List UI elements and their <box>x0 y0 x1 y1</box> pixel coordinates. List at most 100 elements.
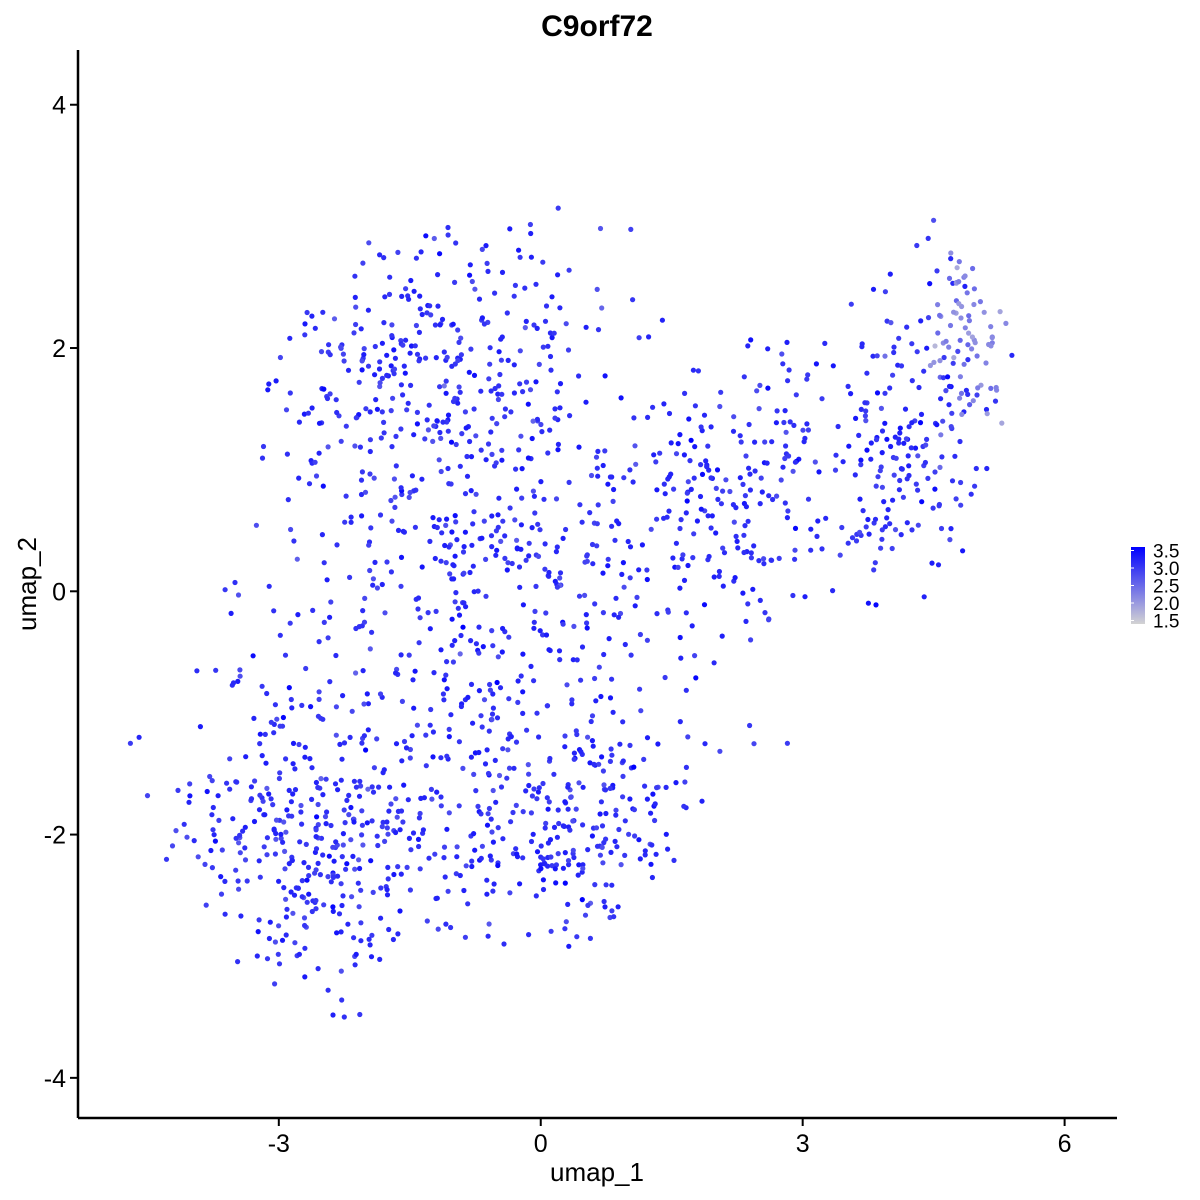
data-point <box>374 736 380 742</box>
data-point <box>291 892 298 898</box>
data-point <box>882 289 889 295</box>
data-point <box>445 224 451 231</box>
data-point <box>353 670 359 676</box>
data-point <box>958 479 964 486</box>
y-axis-label: umap_2 <box>12 537 42 631</box>
data-point <box>473 433 479 439</box>
data-point <box>969 346 975 352</box>
data-point <box>594 543 600 549</box>
data-point <box>516 564 523 570</box>
data-point <box>511 362 517 368</box>
data-point <box>563 919 569 925</box>
data-point <box>582 912 589 918</box>
data-point <box>934 422 940 428</box>
data-point <box>840 459 846 465</box>
data-point <box>988 385 994 391</box>
data-point <box>187 793 193 799</box>
data-point <box>784 740 791 746</box>
data-point <box>754 388 760 394</box>
data-point <box>846 443 852 449</box>
data-point <box>735 545 741 551</box>
data-point <box>392 494 398 500</box>
data-point <box>288 526 294 533</box>
data-point <box>546 799 552 805</box>
data-point <box>688 437 694 443</box>
data-point <box>546 573 552 579</box>
data-point <box>730 428 737 434</box>
data-point <box>677 634 683 641</box>
data-point <box>399 758 405 764</box>
data-point <box>455 357 461 364</box>
data-point <box>313 779 319 786</box>
data-point <box>445 232 451 238</box>
data-point <box>433 608 439 615</box>
data-point <box>127 740 133 746</box>
data-point <box>792 547 798 553</box>
data-point <box>498 357 504 363</box>
data-point <box>698 506 704 512</box>
data-point <box>697 493 704 500</box>
data-point <box>266 381 272 387</box>
data-point <box>368 858 374 864</box>
data-point <box>430 754 436 760</box>
data-point <box>816 469 822 475</box>
data-point <box>706 553 712 560</box>
data-point <box>540 632 546 638</box>
data-point <box>988 324 994 330</box>
data-point <box>476 650 482 656</box>
data-point <box>341 358 347 364</box>
data-point <box>673 451 680 457</box>
data-point <box>544 703 550 709</box>
data-point <box>872 560 878 566</box>
data-point <box>259 683 265 689</box>
data-point <box>936 501 943 508</box>
data-point <box>543 303 550 309</box>
data-point <box>962 325 968 331</box>
data-point <box>235 592 242 598</box>
data-point <box>361 619 368 625</box>
data-point <box>425 610 431 616</box>
data-point <box>639 542 646 548</box>
data-point <box>589 738 596 744</box>
data-point <box>489 513 495 519</box>
data-point <box>268 796 274 802</box>
data-point <box>596 664 602 670</box>
data-point <box>873 602 879 608</box>
data-point <box>903 436 910 442</box>
data-point <box>284 807 290 813</box>
data-point <box>607 785 613 792</box>
data-point <box>345 921 351 927</box>
data-point <box>745 343 751 349</box>
data-point <box>516 247 522 253</box>
data-point <box>187 781 193 787</box>
data-point <box>555 807 561 813</box>
data-point <box>284 451 290 457</box>
data-point <box>983 360 989 366</box>
data-point <box>520 689 526 695</box>
data-point <box>227 786 233 792</box>
data-point <box>283 896 289 902</box>
data-point <box>386 291 393 297</box>
data-point <box>545 806 551 812</box>
data-point <box>879 484 886 490</box>
data-point <box>260 443 267 450</box>
data-point <box>925 315 932 321</box>
data-point <box>534 796 540 802</box>
data-point <box>693 675 699 681</box>
data-point <box>608 746 614 752</box>
data-point <box>471 831 477 837</box>
data-point <box>699 471 706 477</box>
data-point <box>723 477 729 483</box>
data-point <box>553 862 560 868</box>
data-point <box>453 240 459 246</box>
data-point <box>653 459 659 465</box>
data-point <box>210 804 216 811</box>
data-point <box>902 406 909 412</box>
data-point <box>253 522 259 528</box>
data-point <box>399 698 405 705</box>
data-point <box>442 542 448 549</box>
data-point <box>410 677 416 683</box>
data-point <box>589 541 596 548</box>
data-point <box>446 544 452 550</box>
x-tick-label: 6 <box>1058 1130 1072 1158</box>
